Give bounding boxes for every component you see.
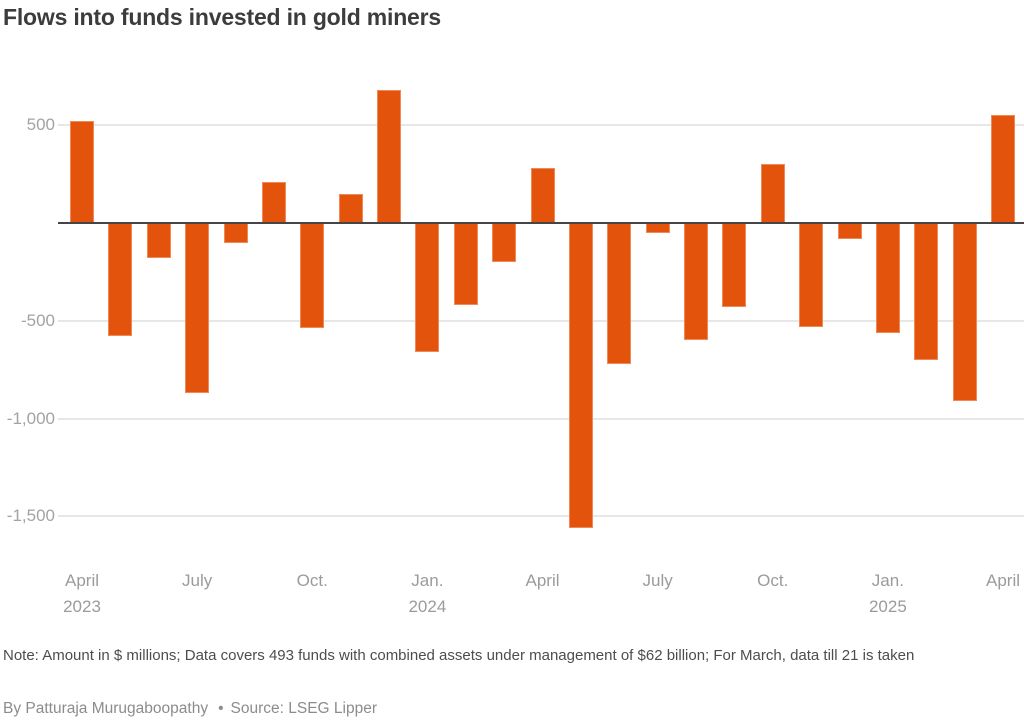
x-axis-label-year: 2024	[408, 597, 447, 616]
x-axis-label-month: Jan.	[411, 571, 444, 590]
bar-jun-2024	[607, 223, 632, 364]
bar-may-2024	[568, 223, 593, 529]
bar-oct-2023	[300, 223, 325, 328]
bar-jun-2023	[146, 223, 171, 259]
x-axis-label-month: April	[525, 571, 560, 590]
bar-apr-2023	[70, 121, 94, 223]
bar-aug-2024	[684, 223, 708, 341]
gridline--1000	[58, 417, 1024, 420]
x-axis-label-month: April	[985, 571, 1020, 590]
bar-feb-2025	[914, 223, 939, 360]
y-axis-label-500: 500	[26, 115, 55, 135]
x-axis-label-jul-2024: July	[618, 568, 698, 594]
bullet-separator: •	[218, 700, 224, 717]
chart-title: Flows into funds invested in gold miners	[3, 4, 441, 30]
bar-jul-2023	[185, 223, 210, 394]
bar-aug-2023	[223, 223, 248, 243]
bar-mar-2024	[492, 223, 517, 263]
x-axis-label-year: 2025	[868, 597, 907, 616]
gridline--1500	[58, 515, 1024, 518]
x-axis-label-apr-2023: April 2023	[42, 568, 122, 620]
y-axis-label--1500: -1,500	[6, 506, 55, 526]
x-axis-label-month: Oct.	[757, 571, 789, 590]
x-axis-label-year: 2023	[63, 597, 101, 616]
bar-sep-2023	[261, 181, 286, 223]
x-axis-label-apr-2024: April	[503, 568, 583, 594]
bar-apr-2024	[530, 168, 555, 223]
bar-oct-2024	[760, 164, 785, 223]
x-axis-label-month: Jan.	[871, 571, 904, 590]
bar-jul-2024	[645, 223, 670, 233]
note-text: Note: Amount in $ millions; Data covers …	[3, 647, 915, 664]
x-axis-label-jan-2025: Jan. 2025	[848, 568, 928, 620]
y-axis-label--1000: -1,000	[6, 408, 55, 428]
bar-jan-2024	[415, 223, 440, 353]
x-axis-label-month: April	[64, 571, 99, 590]
bar-jan-2025	[875, 223, 900, 333]
bar-nov-2023	[338, 193, 363, 223]
bar-apr-2025	[991, 115, 1015, 223]
bar-may-2023	[108, 223, 133, 337]
zero-baseline	[58, 222, 1024, 224]
bar-mar-2025	[952, 223, 977, 401]
bar-feb-2024	[453, 223, 478, 306]
byline-text: By Patturaja Murugaboopathy	[3, 700, 209, 717]
x-axis-label-oct-2023: Oct.	[272, 568, 352, 594]
bar-chart-plot-area: 500 -500 -1,000 -1,500 April 2023 July Oct. Jan.…	[6, 89, 1024, 620]
x-axis-label-month: July	[642, 571, 673, 590]
source-text: Source: LSEG Lipper	[230, 700, 377, 717]
x-axis-label-month: Oct.	[296, 571, 328, 590]
bar-dec-2024	[837, 223, 862, 239]
y-axis-label--500: -500	[20, 310, 55, 330]
bar-sep-2024	[722, 223, 747, 308]
x-axis-label-apr-2025: April	[963, 568, 1024, 594]
bar-dec-2023	[377, 89, 401, 223]
x-axis-label-jan-2024: Jan. 2024	[387, 568, 467, 620]
bar-nov-2024	[799, 223, 824, 327]
credit-row: By Patturaja Murugaboopathy • Source: LSEG…	[3, 700, 377, 718]
x-axis-label-jul-2023: July	[157, 568, 237, 594]
x-axis-label-oct-2024: Oct.	[733, 568, 813, 594]
gridline-500	[58, 124, 1024, 127]
x-axis-label-month: July	[182, 571, 213, 590]
gridline--500	[58, 319, 1024, 322]
